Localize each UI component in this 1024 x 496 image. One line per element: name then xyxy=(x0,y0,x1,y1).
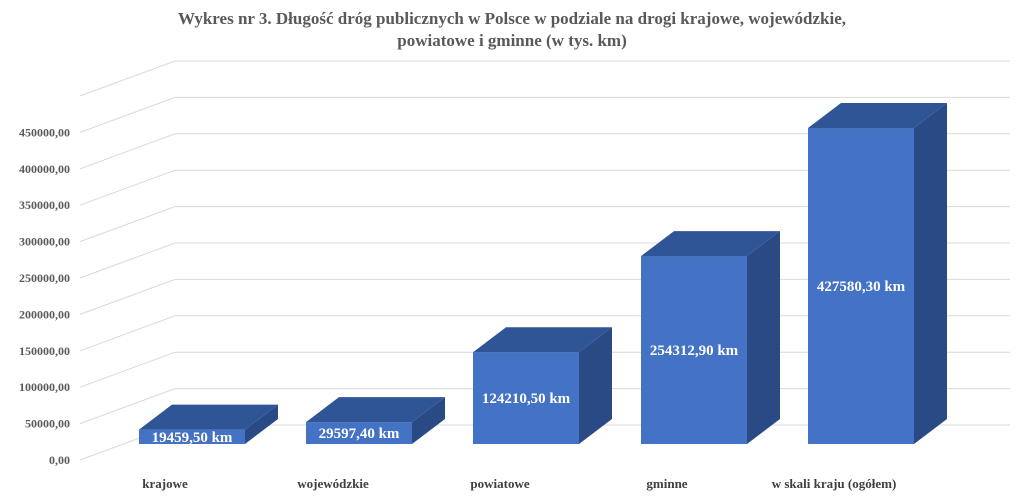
x-axis: krajowe wojewódzkie powiatowe gminne w skali… xyxy=(142,476,896,491)
y-tick-label: 50000,00 xyxy=(25,417,70,431)
bar-top xyxy=(641,231,780,257)
bar-2: 29597,40 km xyxy=(306,397,445,444)
bar-front xyxy=(641,256,747,444)
bar-side xyxy=(245,404,278,444)
y-tick-label: 450000,00 xyxy=(19,125,70,139)
bar-side xyxy=(579,327,612,444)
bar-front xyxy=(808,128,914,444)
bar-4: 254312,90 km xyxy=(641,231,780,444)
chart-title-line-2: powiatowe i gminne (w tys. km) xyxy=(397,31,627,50)
x-tick-label: krajowe xyxy=(142,476,188,491)
bar-top xyxy=(473,327,612,353)
data-label: 19459,50 km xyxy=(152,430,233,446)
y-tick-label: 150000,00 xyxy=(19,344,70,358)
x-tick-label: wojewódzkie xyxy=(297,476,369,491)
gridlines xyxy=(79,60,1010,461)
bar-front xyxy=(473,352,579,444)
gridline xyxy=(79,169,1010,206)
chart-title-line-1: Wykres nr 3. Długość dróg publicznych w … xyxy=(178,9,846,28)
x-tick-label: powiatowe xyxy=(470,476,529,491)
y-tick-label: 400000,00 xyxy=(19,162,70,176)
y-tick-label: 0,00 xyxy=(49,453,70,467)
gridline xyxy=(79,60,1010,97)
bar-side xyxy=(914,103,947,444)
data-label: 29597,40 km xyxy=(319,426,400,442)
gridline xyxy=(79,96,1010,133)
gridline xyxy=(79,133,1010,170)
bar-top xyxy=(808,103,947,129)
y-tick-label: 100000,00 xyxy=(19,380,70,394)
y-tick-label: 300000,00 xyxy=(19,235,70,249)
x-tick-label: gminne xyxy=(646,476,687,491)
bar-front xyxy=(306,422,412,444)
bar-top xyxy=(139,404,278,430)
bar-side xyxy=(747,231,780,444)
bar-top xyxy=(306,397,445,423)
data-label: 124210,50 km xyxy=(482,391,571,407)
data-label: 254312,90 km xyxy=(650,343,739,359)
gridline xyxy=(79,206,1010,243)
bar-5: 427580,30 km xyxy=(808,103,947,444)
y-tick-label: 200000,00 xyxy=(19,307,70,321)
bar-front xyxy=(139,429,245,444)
x-tick-label: w skali kraju (ogółem) xyxy=(772,476,897,491)
y-axis: 0,00 50000,00 100000,00 150000,00 200000,00 2… xyxy=(19,125,70,467)
data-label: 427580,30 km xyxy=(817,279,906,295)
bars: 19459,50 km 29597,40 km 124210,50 km 254312… xyxy=(139,103,947,446)
y-tick-label: 250000,00 xyxy=(19,271,70,285)
bar-1: 19459,50 km xyxy=(139,404,278,446)
bar-side xyxy=(412,397,445,444)
y-tick-label: 350000,00 xyxy=(19,198,70,212)
bar-3: 124210,50 km xyxy=(473,327,612,444)
